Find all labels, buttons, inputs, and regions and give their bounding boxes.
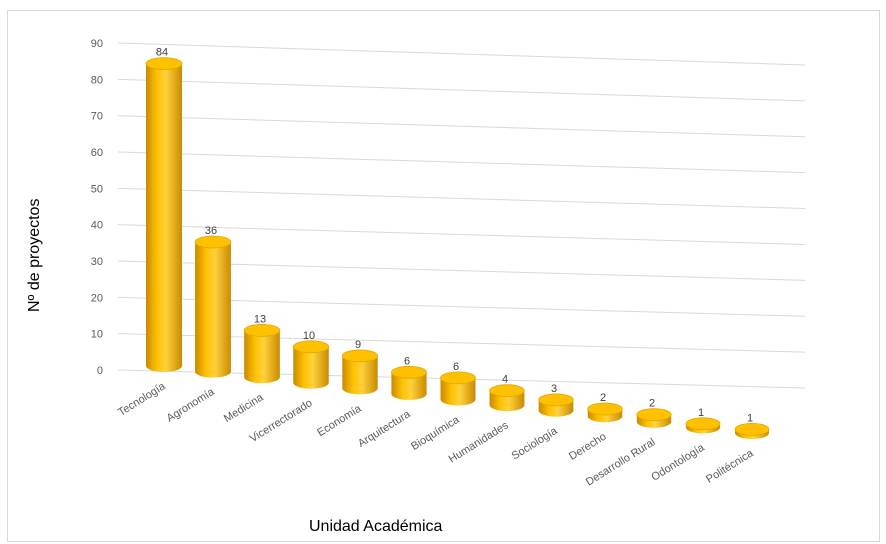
gridline bbox=[117, 187, 806, 210]
bar bbox=[440, 371, 476, 406]
gridline bbox=[117, 296, 806, 317]
data-labels: 84 36 13 10 9 6 6 4 3 2 2 1 1 bbox=[156, 47, 753, 425]
data-label: 13 bbox=[254, 313, 266, 325]
gridline bbox=[117, 78, 806, 102]
y-tick-label: 40 bbox=[91, 220, 103, 232]
bar bbox=[538, 393, 574, 417]
bar bbox=[194, 235, 232, 378]
bar bbox=[243, 323, 281, 384]
gridline bbox=[117, 333, 806, 353]
bar-top bbox=[194, 235, 232, 249]
bar-body bbox=[244, 330, 280, 384]
gridline bbox=[117, 260, 806, 281]
bar bbox=[636, 408, 672, 428]
x-tick-label: Derecho bbox=[567, 431, 609, 463]
gridline bbox=[117, 115, 806, 138]
bar-body bbox=[342, 355, 378, 395]
gridlines bbox=[117, 42, 806, 389]
x-tick-label: Politécnica bbox=[704, 447, 756, 486]
bar-top bbox=[391, 365, 427, 379]
x-tick-label: Agronomía bbox=[165, 385, 218, 424]
gridline bbox=[117, 224, 806, 245]
x-tick-label: Bioquímica bbox=[409, 413, 462, 452]
y-axis-ticks: 0 10 20 30 40 50 60 70 80 90 bbox=[91, 38, 103, 377]
bar bbox=[685, 417, 721, 434]
y-tick-label: 50 bbox=[91, 183, 103, 195]
data-label: 6 bbox=[453, 361, 459, 373]
bar-top bbox=[341, 349, 379, 363]
y-axis-title: Nº de proyectos bbox=[26, 198, 43, 312]
x-axis-title: Unidad Académica bbox=[309, 518, 443, 535]
y-tick-label: 30 bbox=[91, 256, 103, 268]
x-tick-label: Economía bbox=[315, 402, 364, 439]
gridline bbox=[117, 42, 806, 66]
data-label: 2 bbox=[600, 392, 606, 404]
bar-top bbox=[243, 323, 281, 337]
bar-body bbox=[293, 346, 329, 389]
y-tick-label: 0 bbox=[97, 365, 103, 377]
bars bbox=[145, 57, 770, 439]
data-label: 36 bbox=[205, 225, 217, 237]
bar bbox=[145, 57, 183, 372]
bar-top bbox=[145, 57, 183, 70]
data-label: 4 bbox=[502, 374, 508, 386]
x-tick-label: Tecnología bbox=[116, 380, 168, 419]
gridline bbox=[117, 151, 806, 174]
bar-body bbox=[440, 377, 476, 406]
data-label: 9 bbox=[355, 339, 361, 351]
bar bbox=[391, 365, 427, 400]
data-label: 6 bbox=[404, 355, 410, 367]
bar-top bbox=[489, 384, 525, 398]
bar-top bbox=[636, 408, 672, 422]
data-label: 1 bbox=[747, 412, 753, 424]
bar-body bbox=[195, 241, 231, 378]
bar bbox=[292, 340, 330, 389]
bar-top bbox=[538, 393, 574, 407]
data-label: 10 bbox=[303, 330, 315, 342]
x-tick-label: Sociología bbox=[510, 425, 561, 463]
y-tick-label: 10 bbox=[91, 329, 103, 341]
bar bbox=[489, 384, 525, 412]
bar-top bbox=[734, 422, 770, 436]
bar-body bbox=[391, 372, 427, 400]
bar-top bbox=[292, 340, 330, 354]
data-label: 2 bbox=[649, 398, 655, 410]
y-tick-label: 20 bbox=[91, 292, 103, 304]
bar bbox=[341, 349, 379, 395]
data-label: 84 bbox=[156, 47, 168, 59]
data-label: 3 bbox=[551, 383, 557, 395]
bar-body bbox=[146, 63, 182, 372]
x-tick-label: Medicina bbox=[222, 391, 266, 425]
y-tick-label: 90 bbox=[91, 38, 103, 50]
x-tick-label: Arquitectura bbox=[356, 408, 413, 450]
bar bbox=[587, 402, 623, 423]
x-tick-label: Odontología bbox=[649, 441, 707, 483]
y-tick-label: 80 bbox=[91, 74, 103, 86]
bar-top bbox=[685, 417, 721, 431]
bar-top bbox=[587, 402, 623, 416]
y-tick-label: 70 bbox=[91, 111, 103, 123]
y-tick-label: 60 bbox=[91, 147, 103, 159]
bar-top bbox=[440, 371, 476, 385]
data-label: 1 bbox=[698, 407, 704, 419]
bar bbox=[734, 422, 770, 439]
